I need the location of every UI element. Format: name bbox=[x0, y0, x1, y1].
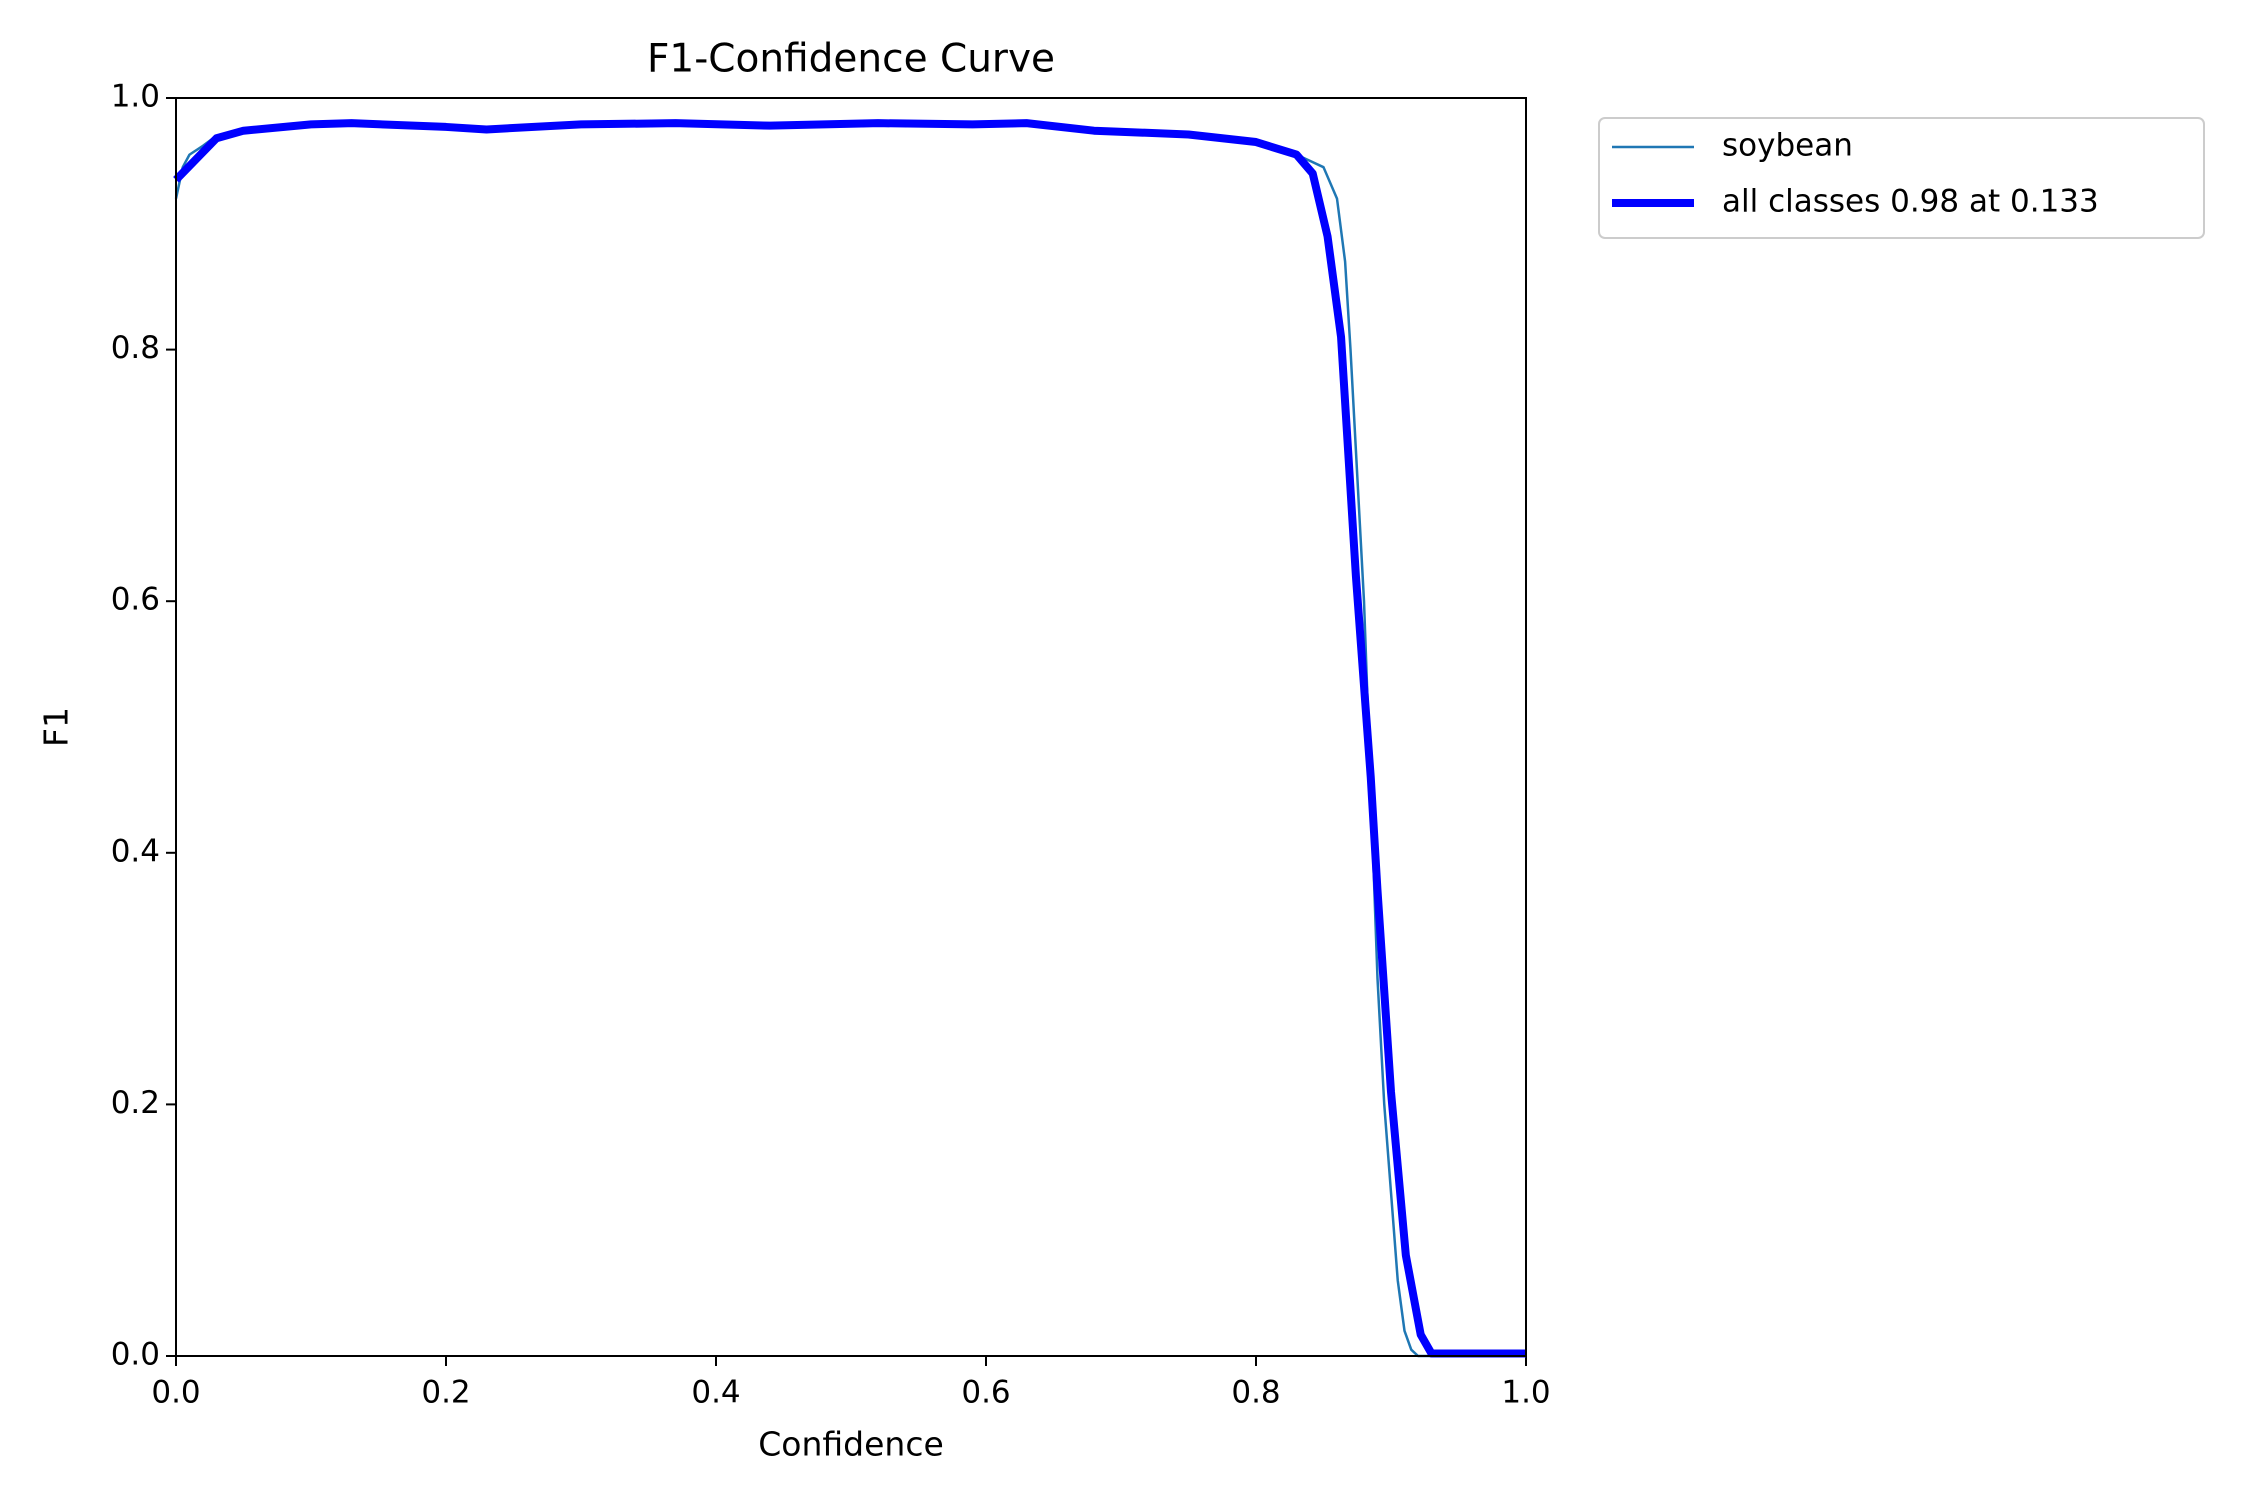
data-line bbox=[174, 121, 1526, 1358]
chart-title: F1-Confidence Curve bbox=[647, 37, 1055, 82]
y-tick-label: 0.4 bbox=[111, 833, 160, 869]
x-tick-label: 0.4 bbox=[691, 1375, 740, 1411]
plot-frame bbox=[175, 97, 1527, 1357]
y-axis-label: F1 bbox=[37, 707, 76, 747]
x-tick-label: 0.0 bbox=[151, 1375, 200, 1411]
y-tick-label: 0.0 bbox=[111, 1337, 160, 1373]
x-tick-label: 0.6 bbox=[961, 1375, 1010, 1411]
y-tick-label: 0.8 bbox=[111, 330, 160, 366]
legend-label: soybean bbox=[1722, 128, 1853, 164]
x-tick-label: 0.2 bbox=[421, 1375, 470, 1411]
y-tick-label: 0.2 bbox=[111, 1085, 160, 1121]
x-axis-label: Confidence bbox=[758, 1425, 944, 1464]
y-tick-label: 1.0 bbox=[111, 79, 160, 115]
x-tick-label: 1.0 bbox=[1501, 1375, 1550, 1411]
legend-box bbox=[1598, 117, 2205, 239]
data-line bbox=[173, 119, 1526, 1358]
x-tick-label: 0.8 bbox=[1231, 1375, 1280, 1411]
legend-label: all classes 0.98 at 0.133 bbox=[1722, 184, 2099, 220]
y-tick-label: 0.6 bbox=[111, 582, 160, 618]
